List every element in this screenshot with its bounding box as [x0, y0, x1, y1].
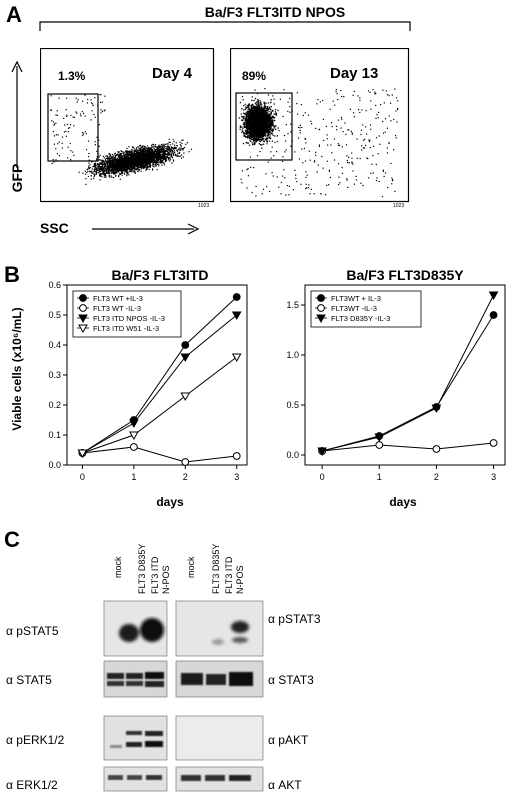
- chart2-y-tick-label: 0.0: [286, 450, 299, 460]
- chart1-series-line-0: [82, 296, 238, 454]
- chart1-x-label: days: [156, 495, 184, 509]
- gate-pct-day4: 1.3%: [58, 69, 86, 83]
- chart1-data-point: [181, 458, 190, 466]
- blot-pstat3: [175, 600, 264, 657]
- chart1-series-line-3: [82, 356, 238, 454]
- chart1-legend-marker: [78, 314, 88, 324]
- blot-label-pstat3: α pSTAT3: [268, 612, 321, 626]
- chart1-x-tick-label: 2: [183, 472, 188, 482]
- flow-plot-day4: 1.3% Day 4 1023: [40, 48, 215, 208]
- chart1-legend-entry: FLT3 WT -IL-3: [93, 304, 141, 313]
- panel-c-letter: C: [4, 527, 20, 552]
- blot-label-pakt: α pAKT: [268, 733, 309, 747]
- chart2-legend-marker: [317, 304, 325, 312]
- chart2-series-line-2: [321, 294, 495, 452]
- chart1-y-tick-label: 0.5: [48, 310, 61, 320]
- gate-pct-day13: 89%: [242, 69, 266, 83]
- chart2-x-tick-label: 2: [434, 472, 439, 482]
- chart2-legend-marker: [317, 294, 325, 302]
- blot-label-akt: α AKT: [268, 778, 302, 792]
- chart1-x-tick-label: 1: [131, 472, 136, 482]
- chart2-title: Ba/F3 FLT3D835Y: [346, 267, 464, 283]
- chart1-data-point: [231, 311, 242, 321]
- chart1-data-point: [128, 431, 139, 441]
- chart2-y-tick-label: 1.5: [286, 300, 299, 310]
- chart1-legend-marker: [78, 324, 88, 334]
- growth-chart-flt3d835y: Ba/F3 FLT3D835Y 0.0 0.5 1.0 1.5 0 1 2 3 FLT3WT +…: [286, 267, 506, 509]
- blot-label-stat3: α STAT3: [268, 673, 314, 687]
- chart1-x-tick-label: 3: [234, 472, 239, 482]
- chart1-legend-marker: [79, 294, 87, 302]
- blot-label-erk: α ERK1/2: [6, 778, 58, 792]
- chart1-x-tick-label: 0: [80, 472, 85, 482]
- chart1-legend-entry: FLT3 ITD NPOS -IL-3: [93, 314, 165, 323]
- x-tick-day4: 1023: [198, 203, 209, 208]
- chart2-data-point: [488, 291, 499, 301]
- chart2-legend-marker: [316, 314, 326, 324]
- blot-pakt: [175, 715, 264, 761]
- chart1-legend-entry: FLT3 WT +IL-3: [93, 294, 143, 303]
- chart2-x-tick-label: 0: [320, 472, 325, 482]
- chart1-data-point: [231, 353, 242, 363]
- chart2-data-point: [489, 439, 498, 447]
- chart2-data-point: [489, 311, 498, 319]
- chart1-y-tick-label: 0.3: [48, 370, 61, 380]
- chart2-series-line-1: [322, 442, 494, 452]
- panel-b-letter: B: [4, 262, 20, 287]
- chart2-legend: [310, 290, 422, 328]
- chart2-y-tick-label: 1.0: [286, 350, 299, 360]
- blot-perk: [103, 715, 168, 761]
- panel-a-letter: A: [6, 2, 22, 27]
- chart2-x-label: days: [389, 495, 417, 509]
- chart1-legend-marker: [79, 304, 87, 312]
- day-label-day13: Day 13: [330, 65, 378, 82]
- chart1-data-point: [128, 419, 139, 429]
- day-label-day4: Day 4: [152, 65, 193, 82]
- chart2-legend-entry: FLT3WT -IL-3: [331, 304, 377, 313]
- chart2-x-tick-label: 1: [377, 472, 382, 482]
- chart1-y-tick-label: 0.6: [48, 280, 61, 290]
- blot-label-perk: α pERK1/2: [6, 733, 65, 747]
- flow-plot-day13: 89% Day 13 1023: [230, 48, 410, 208]
- chart1-data-point: [181, 341, 190, 349]
- chart1-data-point: [180, 392, 191, 402]
- chart1-data-point: [129, 443, 138, 451]
- chart1-y-tick-label: 0.2: [48, 400, 61, 410]
- chart1-legend-entry: FLT3 ITD W51 -IL-3: [93, 324, 159, 333]
- panel-a-bracket: [39, 21, 411, 31]
- ssc-axis-label: SSC: [40, 220, 69, 236]
- panel-a-title: Ba/F3 FLT3ITD NPOS: [204, 4, 346, 20]
- chart1-y-tick-label: 0.1: [48, 430, 61, 440]
- chart2-legend-entry: FLT3 D835Y -IL-3: [331, 314, 390, 323]
- chart1-series-line-2: [82, 314, 238, 454]
- chart2-data-point: [317, 447, 328, 457]
- chart1-y-tick-label: 0.0: [48, 460, 61, 470]
- chart1-data-point: [180, 353, 191, 363]
- chart2-data-point: [432, 445, 441, 453]
- ssc-arrow: [92, 223, 200, 235]
- chart2-y-tick-label: 0.5: [286, 400, 299, 410]
- chart2-x-tick-label: 3: [491, 472, 496, 482]
- chart2-plot-frame: [304, 284, 506, 466]
- blot-label-stat5: α STAT5: [6, 673, 52, 687]
- blot-label-pstat5: α pSTAT5: [6, 624, 59, 638]
- chart2-data-point: [431, 404, 442, 414]
- chart1-data-point: [77, 449, 88, 459]
- growth-chart-flt3itd: Ba/F3 FLT3ITD 0.0 0.1 0.2 0.3 0.4 0.5 0.6 0 1 2 3 F…: [48, 267, 248, 509]
- chart1-legend: [72, 290, 182, 338]
- x-tick-day13: 1023: [393, 203, 404, 208]
- chart1-y-tick-label: 0.4: [48, 340, 61, 350]
- chart2-data-point: [374, 433, 385, 443]
- chart2-legend-entry: FLT3WT + IL-3: [331, 294, 381, 303]
- chart1-data-point: [232, 452, 241, 460]
- chart1-title: Ba/F3 FLT3ITD: [112, 267, 209, 283]
- chart1-series-line-1: [82, 446, 237, 463]
- chart1-data-point: [232, 293, 241, 301]
- gfp-arrow: [11, 60, 23, 168]
